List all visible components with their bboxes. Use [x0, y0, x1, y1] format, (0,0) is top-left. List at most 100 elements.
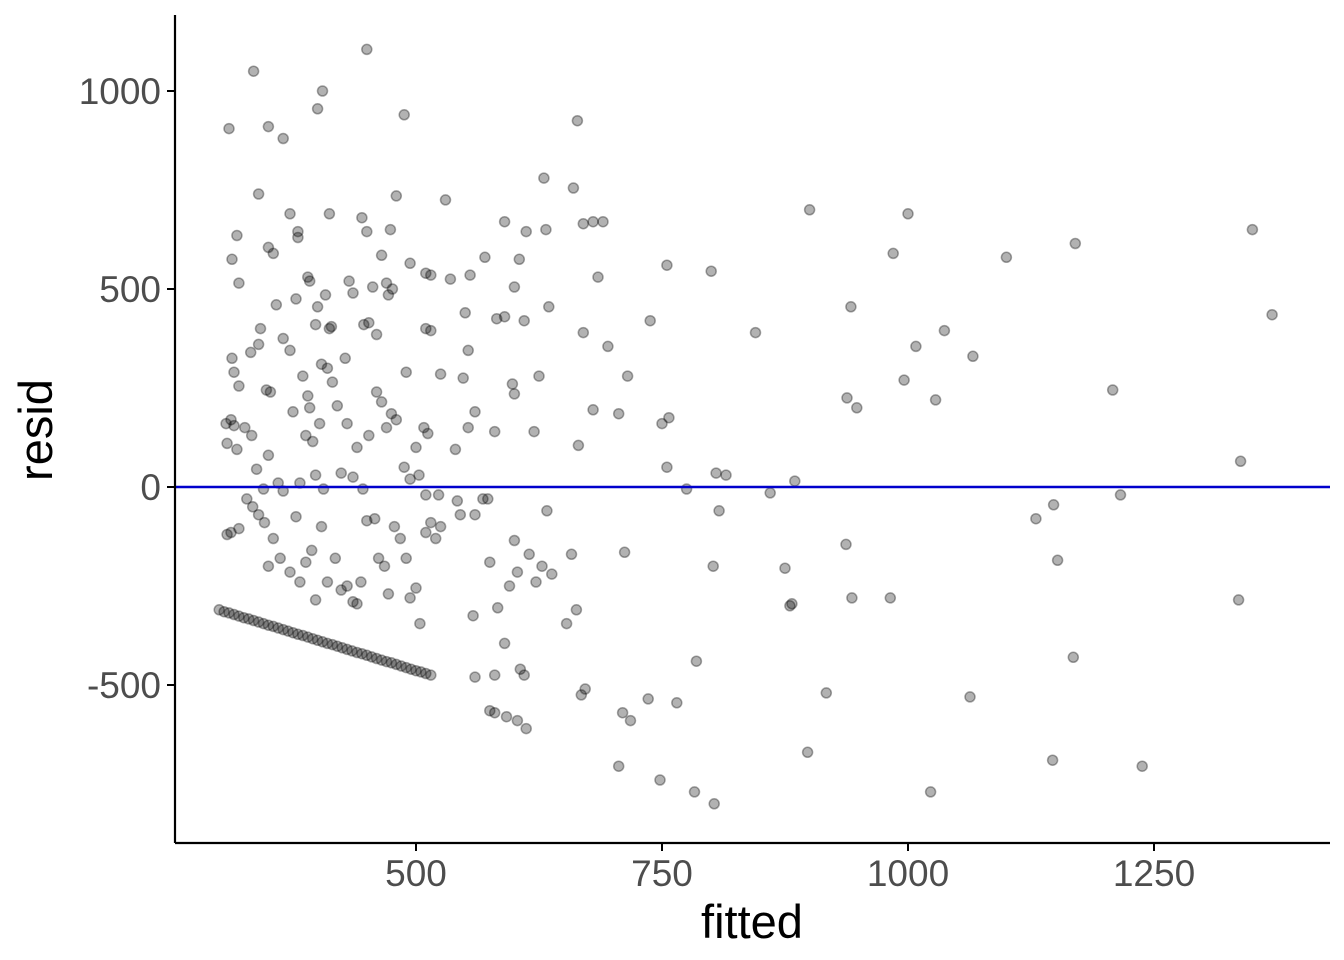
data-point	[801, 746, 814, 759]
data-point	[284, 566, 296, 578]
data-point	[365, 651, 378, 663]
data-point	[1234, 455, 1247, 468]
data-point	[282, 625, 294, 637]
data-point	[803, 204, 816, 216]
data-point	[1047, 499, 1060, 511]
data-point	[336, 642, 348, 654]
data-point	[490, 312, 503, 325]
data-point	[404, 592, 416, 604]
data-point	[380, 421, 393, 434]
data-point	[597, 215, 609, 228]
y-tick-label: 1000	[79, 71, 161, 112]
data-point	[252, 508, 265, 521]
data-point	[749, 326, 762, 339]
data-point	[420, 526, 432, 539]
data-point	[228, 608, 240, 621]
data-point	[325, 320, 338, 333]
data-point	[429, 532, 442, 545]
data-point	[221, 528, 233, 541]
data-point	[420, 667, 432, 680]
data-point	[302, 631, 314, 643]
data-point	[292, 231, 304, 244]
data-point	[331, 640, 344, 652]
data-point	[523, 548, 535, 561]
data-point	[518, 314, 530, 327]
data-point	[520, 225, 532, 238]
data-point	[339, 352, 351, 365]
data-point	[398, 109, 410, 121]
data-point	[577, 326, 590, 339]
data-point	[252, 338, 265, 351]
data-point	[394, 532, 407, 545]
data-point	[420, 267, 432, 279]
data-point	[671, 697, 683, 709]
data-point	[764, 487, 776, 499]
data-point	[579, 683, 591, 695]
data-point	[713, 505, 725, 517]
data-point	[508, 281, 521, 293]
data-point	[467, 609, 479, 622]
data-point	[382, 289, 395, 301]
data-point	[488, 669, 501, 681]
data-point	[220, 417, 232, 430]
data-point	[425, 669, 437, 681]
data-point	[284, 208, 296, 220]
data-point	[1069, 237, 1082, 250]
data-point	[565, 548, 578, 561]
data-point	[303, 275, 316, 287]
data-point	[309, 318, 322, 331]
data-point	[319, 289, 332, 301]
data-point	[967, 350, 979, 363]
y-tick-label: 500	[99, 269, 161, 310]
data-point	[287, 406, 299, 418]
data-point	[644, 314, 656, 327]
data-point	[784, 600, 796, 612]
data-point	[370, 328, 383, 341]
data-point	[233, 380, 245, 392]
data-point	[326, 376, 339, 388]
data-point	[538, 172, 550, 184]
data-point	[226, 253, 238, 266]
data-point	[616, 706, 629, 719]
data-point	[459, 307, 471, 319]
data-point	[356, 211, 368, 224]
data-points	[213, 43, 1278, 810]
data-point	[358, 318, 370, 331]
data-point	[368, 512, 381, 525]
data-point	[252, 616, 265, 628]
data-point	[688, 786, 701, 798]
data-point	[254, 322, 267, 335]
data-point	[1266, 308, 1278, 321]
data-point	[902, 208, 914, 220]
data-point	[690, 655, 703, 667]
data-point	[372, 552, 385, 565]
data-point	[302, 271, 314, 283]
data-point	[385, 657, 398, 669]
data-point	[233, 610, 245, 622]
data-point	[410, 664, 422, 677]
data-point	[410, 441, 422, 454]
data-point	[385, 407, 398, 420]
data-point	[1232, 594, 1245, 606]
data-point	[1136, 760, 1148, 772]
data-point	[390, 413, 403, 426]
data-point	[924, 786, 937, 798]
data-point	[284, 344, 296, 357]
data-point	[226, 352, 238, 365]
data-point	[680, 483, 693, 495]
data-point	[262, 241, 275, 254]
data-point	[277, 623, 289, 636]
data-point	[404, 473, 416, 485]
data-point	[577, 217, 590, 230]
x-tick-label: 1250	[1113, 853, 1195, 894]
data-point	[500, 710, 513, 723]
data-point	[315, 358, 328, 370]
data-point	[506, 378, 519, 390]
data-point	[400, 661, 412, 674]
data-point	[347, 471, 359, 483]
data-point	[449, 443, 462, 456]
data-point	[223, 607, 235, 619]
data-point	[309, 469, 322, 481]
data-point	[297, 370, 309, 382]
data-point	[404, 257, 416, 270]
